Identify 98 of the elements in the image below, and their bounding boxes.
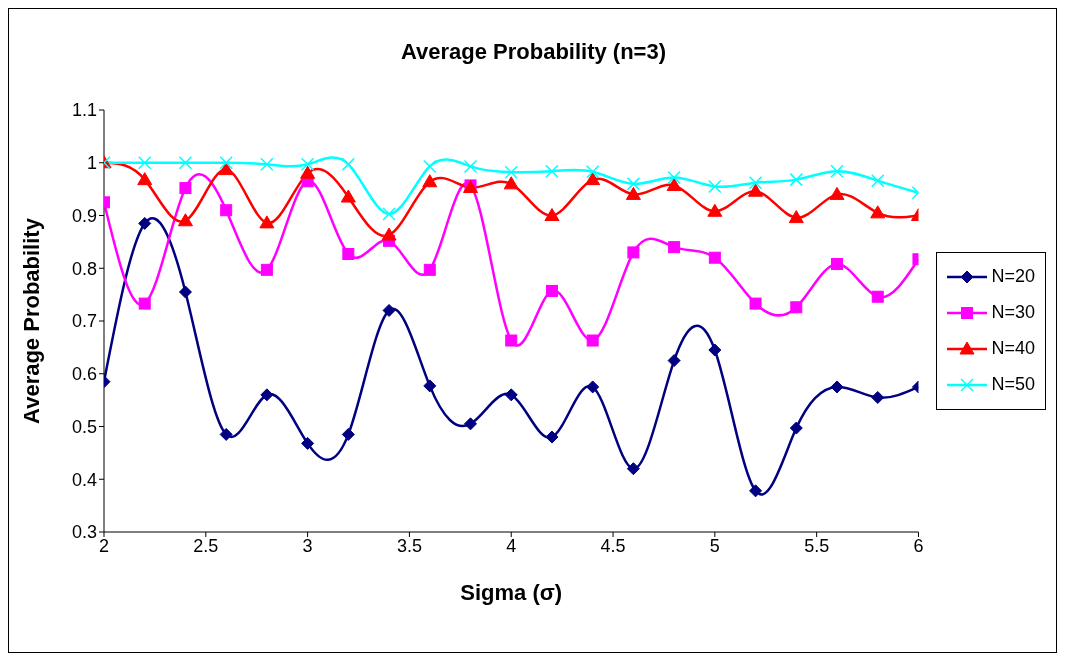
point: [545, 430, 559, 444]
point: [423, 263, 436, 276]
point: [707, 203, 723, 217]
point: [381, 227, 397, 241]
point: [178, 156, 193, 170]
y-tick-label: 0.5: [71, 416, 97, 437]
point: [301, 436, 315, 450]
point: [708, 179, 722, 194]
point: [708, 343, 722, 357]
point: [625, 186, 641, 200]
point: [749, 484, 763, 498]
point: [382, 303, 396, 317]
legend-label: N=50: [991, 374, 1035, 395]
point: [749, 297, 762, 310]
line-series: [104, 173, 919, 347]
point: [667, 170, 681, 185]
point: [504, 165, 518, 179]
point: [789, 421, 803, 435]
point: [340, 189, 356, 203]
x-tick-label: 2.5: [193, 535, 219, 556]
chart-title: Average Probability (n=3): [399, 39, 668, 65]
point: [464, 417, 477, 431]
x-tick-label: 5.5: [804, 535, 830, 556]
x-tick-label: 4.5: [600, 535, 626, 556]
point: [870, 205, 886, 219]
point: [137, 156, 152, 170]
point: [748, 183, 764, 197]
point: [626, 177, 641, 191]
point: [830, 164, 844, 178]
point: [341, 157, 356, 172]
y-tick-label: 0.7: [71, 311, 97, 332]
point: [789, 172, 804, 187]
point: [504, 388, 518, 402]
point: [138, 216, 152, 230]
point: [586, 380, 600, 394]
point: [503, 176, 519, 190]
point: [463, 159, 478, 174]
point: [666, 177, 682, 191]
point: [505, 334, 518, 347]
point: [177, 213, 193, 227]
point: [870, 173, 885, 188]
point: [423, 159, 437, 174]
point: [871, 390, 885, 404]
point: [708, 251, 721, 264]
legend-label: N=20: [991, 266, 1035, 287]
y-tick-label: 0.8: [71, 258, 97, 279]
point: [626, 462, 640, 476]
x-tick-label: 3.5: [396, 535, 422, 556]
point: [788, 210, 804, 224]
x-axis-title: Sigma (σ): [460, 580, 563, 605]
point: [422, 174, 438, 188]
point: [341, 427, 355, 441]
point: [830, 380, 844, 394]
point: [260, 157, 274, 172]
point: [585, 164, 600, 179]
x-tick-label: 6: [913, 535, 924, 556]
point: [178, 285, 192, 299]
point: [179, 182, 192, 195]
point: [219, 427, 233, 441]
y-tick-label: 0.6: [71, 364, 97, 385]
point: [219, 156, 233, 170]
point: [627, 246, 640, 259]
legend-label: N=40: [991, 338, 1035, 359]
x-tick-label: 3: [302, 535, 313, 556]
point: [138, 297, 151, 310]
x-tick-label: 5: [709, 535, 720, 556]
point: [259, 215, 275, 229]
point: [218, 162, 234, 176]
point: [544, 208, 560, 221]
point: [585, 172, 601, 186]
point: [586, 334, 599, 347]
point: [260, 263, 273, 276]
x-tick-label: 2: [98, 535, 110, 556]
point: [300, 165, 316, 179]
point: [668, 241, 681, 254]
y-tick-label: 1.1: [71, 100, 97, 121]
point: [831, 258, 844, 271]
point: [137, 172, 153, 186]
point: [260, 388, 274, 402]
point: [423, 379, 437, 393]
point: [790, 301, 803, 314]
x-tick-label: 4: [506, 535, 517, 556]
y-tick-label: 1: [86, 153, 97, 174]
point: [220, 204, 233, 217]
point: [545, 164, 559, 178]
point: [871, 290, 884, 303]
point: [829, 186, 845, 200]
y-tick-label: 0.4: [71, 469, 97, 490]
point: [748, 176, 763, 190]
point: [342, 248, 355, 261]
legend-label: N=30: [991, 302, 1035, 323]
point: [667, 354, 681, 368]
y-tick-label: 0.3: [71, 522, 97, 543]
point: [545, 284, 558, 297]
y-axis-title: Average Probability: [18, 217, 44, 424]
y-tick-label: 0.9: [71, 205, 97, 226]
point: [382, 207, 396, 221]
point: [300, 157, 315, 172]
